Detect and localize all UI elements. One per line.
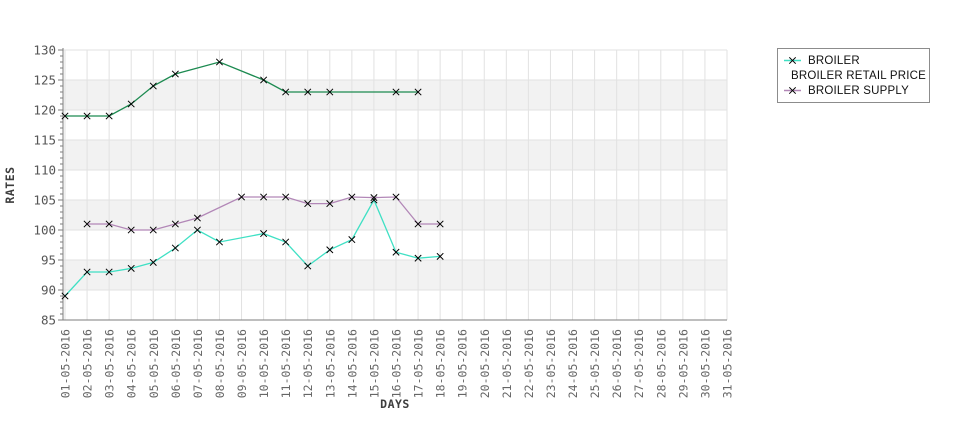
x-tick-label: 14-05-2016	[345, 329, 359, 398]
x-tick-label: 18-05-2016	[434, 329, 448, 398]
x-tick-label: 25-05-2016	[588, 329, 602, 398]
y-axis-title: RATES	[3, 166, 17, 204]
x-tick-label: 10-05-2016	[257, 329, 271, 398]
x-tick-label: 22-05-2016	[522, 329, 536, 398]
y-tick-label: 85	[41, 313, 56, 328]
x-tick-label: 28-05-2016	[654, 329, 668, 398]
plot-band	[63, 200, 727, 230]
y-tick-label: 95	[41, 253, 56, 268]
x-tick-label: 20-05-2016	[478, 329, 492, 398]
x-tick-label: 21-05-2016	[500, 329, 514, 398]
legend-item: BROILER RETAIL PRICE	[784, 68, 927, 83]
y-tick-label: 105	[33, 193, 56, 208]
x-tick-label: 04-05-2016	[125, 329, 139, 398]
x-marker-icon	[788, 86, 797, 95]
x-tick-label: 07-05-2016	[191, 329, 205, 398]
legend-label: BROILER SUPPLY	[808, 84, 910, 97]
y-tick-label: 100	[33, 223, 56, 238]
legend-label: BROILER RETAIL PRICE	[791, 69, 927, 82]
series-line-broiler-supply	[87, 196, 441, 231]
legend-line-swatch	[784, 86, 801, 95]
x-tick-label: 27-05-2016	[632, 329, 646, 398]
x-tick-label: 09-05-2016	[235, 329, 249, 398]
x-tick-label: 05-05-2016	[147, 329, 161, 398]
series-markers	[61, 58, 422, 120]
legend-item: BROILER SUPPLY	[784, 83, 923, 98]
x-tick-label: 11-05-2016	[279, 329, 293, 398]
x-tick-label: 06-05-2016	[169, 329, 183, 398]
y-tick-label: 125	[33, 73, 56, 88]
x-tick-label: 26-05-2016	[610, 329, 624, 398]
legend-item: BROILER	[784, 53, 923, 68]
x-tick-label: 15-05-2016	[367, 329, 381, 398]
x-tick-label: 08-05-2016	[213, 329, 227, 398]
x-tick-label: 23-05-2016	[544, 329, 558, 398]
x-tick-label: 19-05-2016	[456, 329, 470, 398]
legend-line-swatch	[784, 56, 801, 65]
plot-band	[63, 260, 727, 290]
x-tick-label: 30-05-2016	[698, 329, 712, 398]
plot-band	[63, 80, 727, 110]
y-tick-label: 130	[33, 43, 56, 58]
legend-label: BROILER	[808, 54, 860, 67]
x-tick-label: 01-05-2016	[59, 329, 73, 398]
x-marker-icon	[788, 56, 797, 65]
x-tick-label: 31-05-2016	[721, 329, 735, 398]
y-tick-label: 120	[33, 103, 56, 118]
x-tick-label: 16-05-2016	[390, 329, 404, 398]
series-markers	[83, 193, 444, 234]
x-tick-label: 29-05-2016	[676, 329, 690, 398]
x-tick-label: 24-05-2016	[566, 329, 580, 398]
x-tick-label: 03-05-2016	[103, 329, 117, 398]
y-tick-label: 110	[33, 163, 56, 178]
plot-band	[63, 140, 727, 170]
x-tick-label: 02-05-2016	[81, 329, 95, 398]
y-tick-label: 115	[33, 133, 56, 148]
series-markers	[61, 196, 444, 300]
y-tick-label: 90	[41, 283, 56, 298]
legend: BROILER BROILER RETAIL PRICE BROILER SUPPL…	[777, 48, 930, 103]
x-tick-label: 12-05-2016	[301, 329, 315, 398]
x-tick-label: 17-05-2016	[412, 329, 426, 398]
x-tick-label: 13-05-2016	[323, 329, 337, 398]
x-axis-title: DAYS	[380, 397, 410, 411]
